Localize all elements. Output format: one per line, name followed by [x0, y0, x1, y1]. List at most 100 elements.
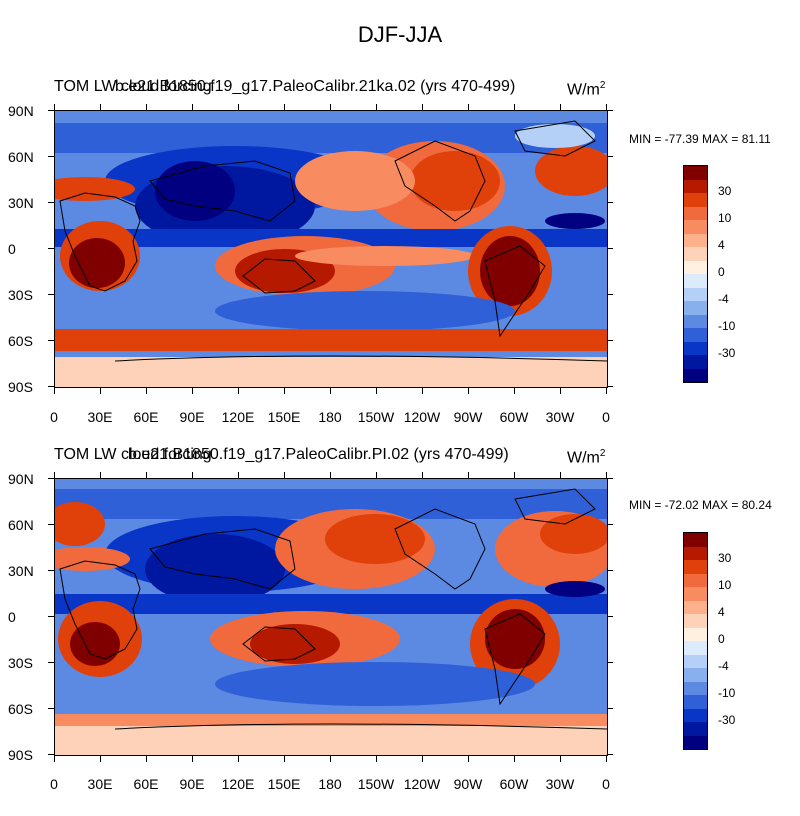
lon-label: 150E — [267, 409, 301, 425]
lat-tick — [607, 570, 613, 571]
lat-tick — [607, 478, 613, 479]
lon-tick — [192, 756, 193, 762]
lon-label: 180 — [318, 409, 342, 425]
lat-tick — [48, 524, 54, 525]
lat-label: 60S — [8, 333, 33, 349]
lon-label: 30W — [545, 776, 575, 792]
map-field — [55, 111, 607, 387]
colorbar-segment — [684, 368, 707, 382]
map-panel-pi: TOM LW cloud forcing b.e21.B1850.f19_g17… — [0, 446, 800, 816]
lat-tick — [48, 616, 54, 617]
lat-label: 90N — [8, 471, 34, 487]
lon-tick — [238, 388, 239, 394]
lon-label: 60W — [499, 409, 529, 425]
panel-case: b.e21.B1850.f19_g17.PaleoCalibr.PI.02 (y… — [128, 446, 509, 463]
lat-tick — [48, 156, 54, 157]
lon-tick — [376, 756, 377, 762]
lon-tick — [330, 756, 331, 762]
lon-tick — [54, 756, 55, 762]
lon-tick — [514, 104, 515, 110]
colorbar-segment — [684, 546, 707, 560]
figure-title: DJF-JJA — [357, 22, 443, 47]
lat-tick — [607, 616, 613, 617]
lon-label: 60E — [133, 409, 159, 425]
lon-tick — [560, 388, 561, 394]
lon-tick — [284, 756, 285, 762]
lon-tick — [376, 388, 377, 394]
lon-tick — [238, 756, 239, 762]
colorbar-segment — [684, 722, 707, 736]
colorbar-segment — [684, 260, 707, 274]
lon-tick — [468, 756, 469, 762]
colorbar-label: -4 — [718, 292, 729, 306]
colorbar-segment — [684, 220, 707, 234]
lon-label: 150W — [357, 409, 395, 425]
lon-tick — [468, 388, 469, 394]
units-label: W/m2 — [567, 80, 606, 99]
colorbar-label: 10 — [718, 211, 732, 225]
lon-label: 180 — [318, 776, 342, 792]
lat-tick — [607, 156, 613, 157]
lat-tick — [48, 478, 54, 479]
lat-label: 30N — [8, 563, 34, 579]
lon-label: 0 — [50, 409, 58, 425]
lon-label: 60W — [499, 776, 529, 792]
lon-tick — [238, 104, 239, 110]
colorbar-segment — [684, 681, 707, 695]
lon-tick — [192, 104, 193, 110]
lon-tick — [192, 388, 193, 394]
lat-tick — [48, 110, 54, 111]
lat-tick — [48, 386, 54, 387]
lat-label: 60N — [8, 149, 34, 165]
colorbar-segment — [684, 573, 707, 587]
colorbar-segment — [684, 355, 707, 369]
lon-label: 0 — [602, 776, 610, 792]
colorbar-segment — [684, 735, 707, 749]
lon-tick — [330, 472, 331, 478]
lon-tick — [422, 388, 423, 394]
colorbar-label: 10 — [718, 578, 732, 592]
colorbar-segment — [684, 247, 707, 261]
lon-tick — [606, 756, 607, 762]
lon-tick — [284, 388, 285, 394]
lon-tick — [100, 756, 101, 762]
colorbar-segment — [684, 533, 707, 547]
colorbar-segment — [684, 193, 707, 207]
colorbar-label: -10 — [718, 686, 736, 700]
lon-tick — [192, 472, 193, 478]
colorbar-segment — [684, 627, 707, 641]
lon-tick — [238, 472, 239, 478]
colorbar-segment — [684, 560, 707, 574]
lat-label: 90S — [8, 379, 33, 395]
lon-label: 30E — [87, 776, 113, 792]
colorbar-segment — [684, 614, 707, 628]
lon-tick — [468, 472, 469, 478]
lon-label: 90W — [453, 776, 483, 792]
lon-tick — [468, 104, 469, 110]
colorbar-segment — [684, 179, 707, 193]
colorbar-segment — [684, 654, 707, 668]
lon-label: 30E — [87, 409, 113, 425]
map-panel-21ka: TOM LW cloud forcing b.e21.B1850.f19_g17… — [0, 78, 800, 448]
min-max-label: MIN = -72.02 MAX = 80.24 — [629, 498, 772, 512]
lon-label: 120W — [403, 409, 441, 425]
lon-tick — [54, 388, 55, 394]
lon-tick — [100, 104, 101, 110]
colorbar-segment — [684, 708, 707, 722]
colorbar-segment — [684, 600, 707, 614]
colorbar-label: 0 — [718, 265, 725, 279]
colorbar-segment — [684, 206, 707, 220]
lat-tick — [607, 202, 613, 203]
colorbar-label: -30 — [718, 346, 736, 360]
colorbar-label: 0 — [718, 632, 725, 646]
lon-tick — [330, 104, 331, 110]
lon-tick — [146, 104, 147, 110]
colorbar-segment — [684, 341, 707, 355]
lat-label: 0 — [8, 241, 16, 257]
lat-label: 90S — [8, 747, 33, 763]
lon-label: 90E — [179, 409, 205, 425]
lon-tick — [54, 472, 55, 478]
lon-tick — [560, 472, 561, 478]
lat-tick — [48, 340, 54, 341]
colorbar-segment — [684, 166, 707, 180]
